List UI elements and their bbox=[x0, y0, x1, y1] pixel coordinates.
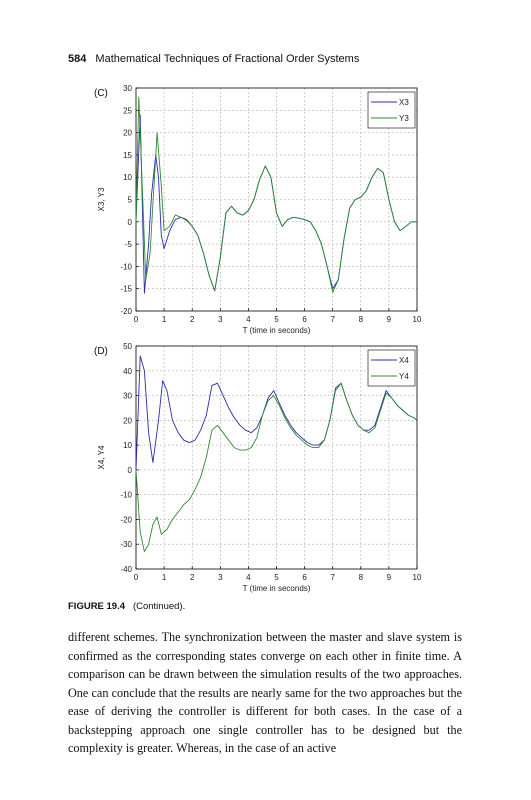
x-tick-label: 0 bbox=[134, 573, 139, 582]
x-tick-label: 1 bbox=[162, 315, 167, 324]
y-tick-label: -40 bbox=[120, 565, 132, 574]
x-tick-label: 3 bbox=[218, 573, 223, 582]
body-paragraph: different schemes. The synchronization b… bbox=[68, 630, 462, 755]
plot-frame bbox=[135, 87, 418, 312]
y-tick-label: 25 bbox=[123, 106, 132, 115]
x-axis-label: T (time in seconds) bbox=[243, 584, 311, 593]
legend-label-y3: Y3 bbox=[399, 114, 409, 123]
running-title: Mathematical Techniques of Fractional Or… bbox=[95, 53, 360, 65]
series-line-x4 bbox=[135, 355, 418, 470]
chart-panel-c: 0 1 2 3 4 5 6 7 8 9 10 30 25 20 15 10 5 0 -5 -10 -15 -20 X3 Y3 T… bbox=[97, 84, 422, 335]
y-tick-label: 10 bbox=[123, 173, 132, 182]
x-tick-label: 6 bbox=[302, 573, 307, 582]
y-tick-label: 10 bbox=[123, 441, 132, 450]
x-tick-label: 2 bbox=[190, 573, 195, 582]
y-tick-label: -20 bbox=[120, 515, 132, 524]
legend-box bbox=[367, 91, 416, 129]
figure-caption-label: FIGURE 19.4 bbox=[68, 601, 126, 612]
y-tick-label: 20 bbox=[123, 416, 132, 425]
legend-label-x4: X4 bbox=[399, 356, 409, 365]
x-tick-label: 3 bbox=[218, 315, 223, 324]
y-tick-label: 15 bbox=[123, 151, 132, 160]
series-line-y3 bbox=[135, 96, 417, 293]
y-tick-label: 30 bbox=[123, 84, 132, 93]
y-tick-label: 0 bbox=[128, 218, 133, 227]
x-tick-label: 0 bbox=[134, 315, 139, 324]
x-tick-label: 2 bbox=[190, 315, 195, 324]
series-line-y4 bbox=[135, 382, 418, 553]
legend-label-y4: Y4 bbox=[399, 372, 409, 381]
plot-frame bbox=[135, 345, 418, 570]
x-tick-label: 9 bbox=[387, 315, 392, 324]
panel-label-d: (D) bbox=[94, 346, 108, 357]
y-axis-label: X3, Y3 bbox=[97, 187, 106, 211]
x-tick-label: 10 bbox=[413, 315, 422, 324]
y-tick-label: 5 bbox=[128, 196, 133, 205]
x-tick-label: 9 bbox=[387, 573, 392, 582]
x-axis-label: T (time in seconds) bbox=[243, 326, 311, 335]
x-tick-label: 4 bbox=[246, 315, 251, 324]
y-tick-label: -20 bbox=[120, 307, 132, 316]
y-tick-label: -30 bbox=[120, 540, 132, 549]
chart-panel-d: 0 1 2 3 4 5 6 7 8 9 10 50 40 30 20 10 0 -10 -20 -30 -40 X4 Y4 T… bbox=[97, 342, 422, 593]
x-tick-label: 4 bbox=[246, 573, 251, 582]
x-tick-label: 5 bbox=[274, 573, 279, 582]
y-tick-label: 40 bbox=[123, 367, 132, 376]
x-tick-label: 10 bbox=[413, 573, 422, 582]
y-tick-label: -15 bbox=[120, 285, 132, 294]
figure-caption: FIGURE 19.4 (Continued). bbox=[68, 601, 185, 612]
running-header: 584 Mathematical Techniques of Fractiona… bbox=[68, 53, 359, 65]
y-tick-label: -5 bbox=[125, 240, 133, 249]
y-tick-label: -10 bbox=[120, 491, 132, 500]
panel-label-c: (C) bbox=[94, 88, 108, 99]
y-tick-label: 0 bbox=[128, 466, 133, 475]
legend-box bbox=[367, 349, 416, 387]
x-tick-label: 7 bbox=[330, 573, 335, 582]
y-tick-label: 30 bbox=[123, 392, 132, 401]
y-tick-label: 20 bbox=[123, 129, 132, 138]
legend-label-x3: X3 bbox=[399, 98, 409, 107]
x-tick-label: 8 bbox=[359, 315, 364, 324]
x-tick-label: 5 bbox=[274, 315, 279, 324]
y-tick-label: -10 bbox=[120, 262, 132, 271]
y-axis-label: X4, Y4 bbox=[97, 445, 106, 469]
page-number: 584 bbox=[68, 53, 87, 65]
x-tick-label: 8 bbox=[359, 573, 364, 582]
figure-caption-text: (Continued). bbox=[132, 601, 186, 612]
x-tick-label: 6 bbox=[302, 315, 307, 324]
x-tick-label: 1 bbox=[162, 573, 167, 582]
x-tick-label: 7 bbox=[330, 315, 335, 324]
y-tick-label: 50 bbox=[123, 342, 132, 351]
